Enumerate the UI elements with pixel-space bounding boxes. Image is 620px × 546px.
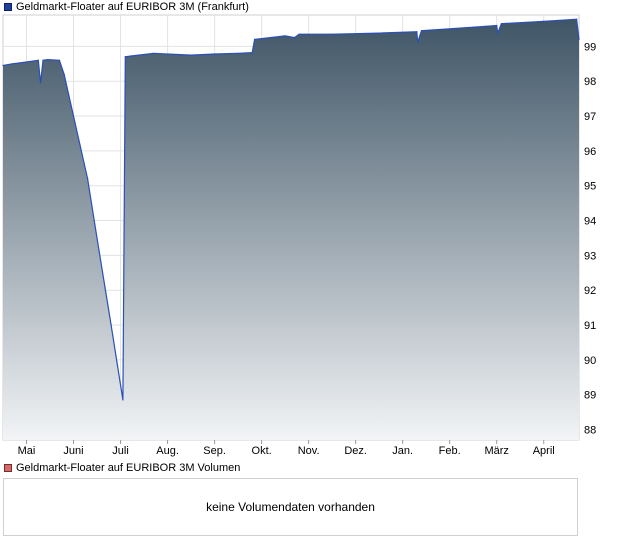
y-tick-label: 93 — [584, 250, 596, 262]
x-tick-label: Dez. — [344, 445, 367, 457]
volume-legend-swatch — [4, 464, 12, 472]
price-legend-label: Geldmarkt-Floater auf EURIBOR 3M (Frankf… — [16, 1, 249, 13]
volume-legend: Geldmarkt-Floater auf EURIBOR 3M Volumen — [4, 461, 240, 475]
price-point — [378, 32, 380, 34]
price-point — [472, 26, 474, 28]
volume-empty-message: keine Volumendaten vorhanden — [206, 500, 375, 514]
volume-legend-label: Geldmarkt-Floater auf EURIBOR 3M Volumen — [16, 462, 241, 474]
price-point — [253, 38, 256, 40]
price-point — [417, 41, 419, 43]
x-tick-label: Nov. — [298, 445, 320, 457]
price-point — [576, 18, 578, 20]
price-point — [58, 59, 61, 61]
price-point — [72, 115, 75, 117]
price-point — [213, 53, 216, 55]
x-tick-label: Juli — [112, 445, 129, 457]
price-point — [190, 54, 192, 56]
price-point — [42, 59, 44, 61]
price-point — [251, 52, 253, 54]
y-tick-label: 90 — [584, 355, 596, 367]
price-point — [543, 20, 545, 22]
price-point — [37, 59, 39, 61]
price-point — [152, 52, 155, 54]
price-point — [63, 73, 65, 75]
price-point — [96, 237, 98, 239]
y-tick-label: 88 — [584, 425, 596, 437]
price-point — [237, 52, 239, 54]
x-tick-label: Sep. — [203, 445, 226, 457]
x-tick-label: Aug. — [156, 445, 179, 457]
price-point — [578, 38, 580, 40]
price-point — [2, 64, 4, 67]
price-point — [416, 31, 418, 33]
price-point — [40, 82, 42, 84]
y-tick-label: 98 — [584, 76, 596, 88]
volume-chart: keine Volumendaten vorhanden — [3, 478, 578, 536]
x-tick-label: Feb. — [439, 445, 461, 457]
x-tick-label: Juni — [63, 445, 83, 457]
x-tick-label: März — [484, 445, 508, 457]
price-point — [497, 32, 499, 34]
price-point — [500, 23, 503, 25]
price-point — [87, 178, 89, 180]
price-point — [11, 63, 14, 65]
price-chart: 88 89 90 91 92 93 94 95 96 97 98 99 Mai Juni Juli Aug. S… — [2, 14, 596, 457]
price-point — [298, 33, 300, 35]
price-point — [47, 58, 49, 61]
y-tick-label: 89 — [584, 390, 596, 402]
price-point — [110, 324, 112, 326]
price-point — [293, 37, 296, 39]
price-point — [331, 33, 333, 35]
x-tick-label: Okt. — [252, 445, 272, 457]
y-tick-label: 94 — [584, 216, 596, 228]
price-point — [122, 399, 124, 401]
y-tick-label: 97 — [584, 111, 596, 123]
y-tick-label: 96 — [584, 146, 596, 158]
x-tick-label: Mai — [18, 445, 36, 457]
y-tick-label: 99 — [584, 41, 596, 53]
price-point — [420, 30, 423, 32]
price-legend-swatch — [4, 3, 12, 11]
price-point — [284, 35, 286, 37]
y-tick-label: 95 — [584, 181, 596, 193]
price-legend: Geldmarkt-Floater auf EURIBOR 3M (Frankf… — [4, 0, 249, 14]
price-point — [25, 61, 28, 63]
price-point — [124, 56, 126, 58]
x-tick-label: Jan. — [392, 445, 413, 457]
price-area — [3, 19, 579, 440]
price-point — [496, 24, 498, 27]
x-tick-label: April — [533, 445, 555, 457]
y-tick-label: 91 — [584, 320, 596, 332]
price-point — [129, 55, 131, 57]
y-tick-label: 92 — [584, 285, 596, 297]
